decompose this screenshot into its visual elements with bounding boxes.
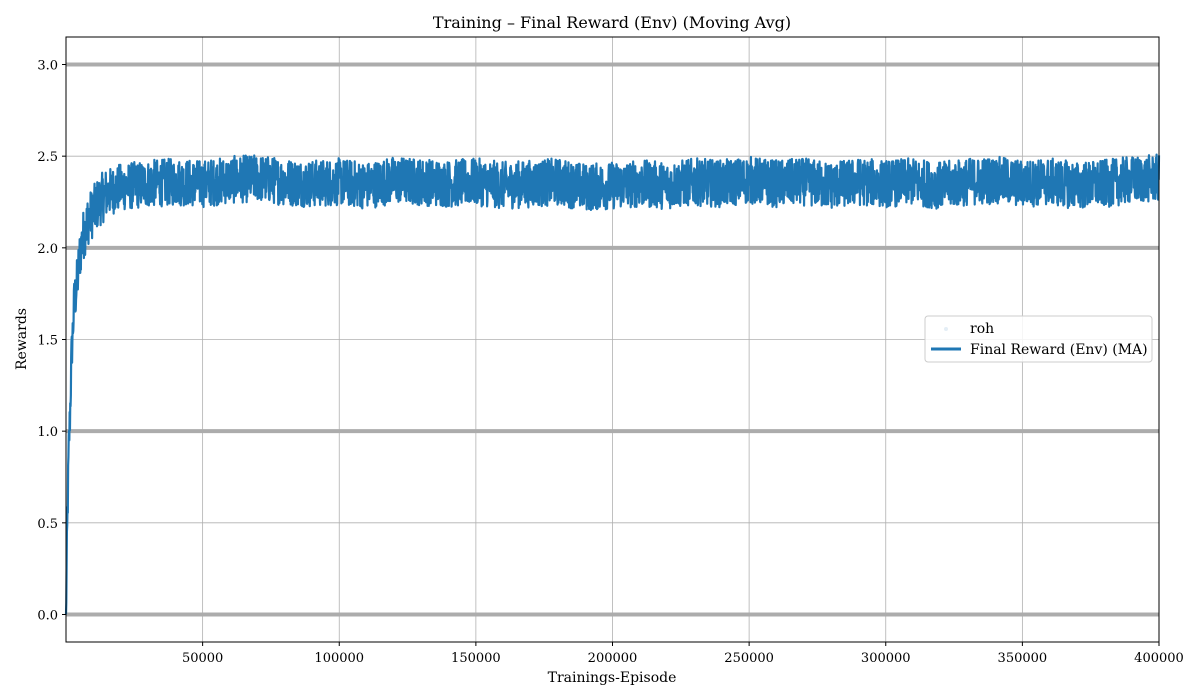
x-tick-label-1: 100000: [314, 651, 364, 666]
reference-lines: [66, 62, 1159, 617]
x-tick-label-3: 200000: [588, 651, 638, 666]
x-tick-label-6: 350000: [998, 651, 1048, 666]
x-tick-label-7: 400000: [1134, 651, 1184, 666]
x-axis-ticks: 50000 100000 150000 200000 250000 300000 35000…: [182, 642, 1184, 666]
y-tick-label-5: 2.5: [37, 150, 58, 165]
x-tick-label-0: 50000: [182, 651, 223, 666]
legend-label-final-reward: Final Reward (Env) (MA): [970, 342, 1148, 358]
y-tick-label-3: 1.5: [37, 334, 58, 349]
y-tick-label-6: 3.0: [37, 59, 58, 74]
legend-label-roh: roh: [970, 321, 994, 337]
y-tick-label-2: 1.0: [37, 425, 58, 440]
y-tick-label-4: 2.0: [37, 242, 58, 257]
x-axis-label: Trainings-Episode: [548, 670, 677, 686]
chart-title: Training – Final Reward (Env) (Moving Av…: [433, 13, 791, 32]
x-tick-label-4: 250000: [724, 651, 774, 666]
y-tick-label-1: 0.5: [37, 517, 58, 532]
legend: roh Final Reward (Env) (MA): [924, 315, 1153, 363]
legend-box: [924, 315, 1153, 363]
y-axis-label: Rewards: [14, 308, 30, 370]
x-tick-label-5: 300000: [861, 651, 911, 666]
x-tick-label-2: 150000: [451, 651, 501, 666]
y-axis-ticks: 0.0 0.5 1.0 1.5 2.0 2.5 3.0: [37, 59, 66, 624]
legend-marker-roh: [944, 327, 948, 331]
y-tick-label-0: 0.0: [37, 609, 58, 624]
series-line-final-reward: [64, 153, 1161, 615]
series-layer: [64, 153, 1161, 615]
